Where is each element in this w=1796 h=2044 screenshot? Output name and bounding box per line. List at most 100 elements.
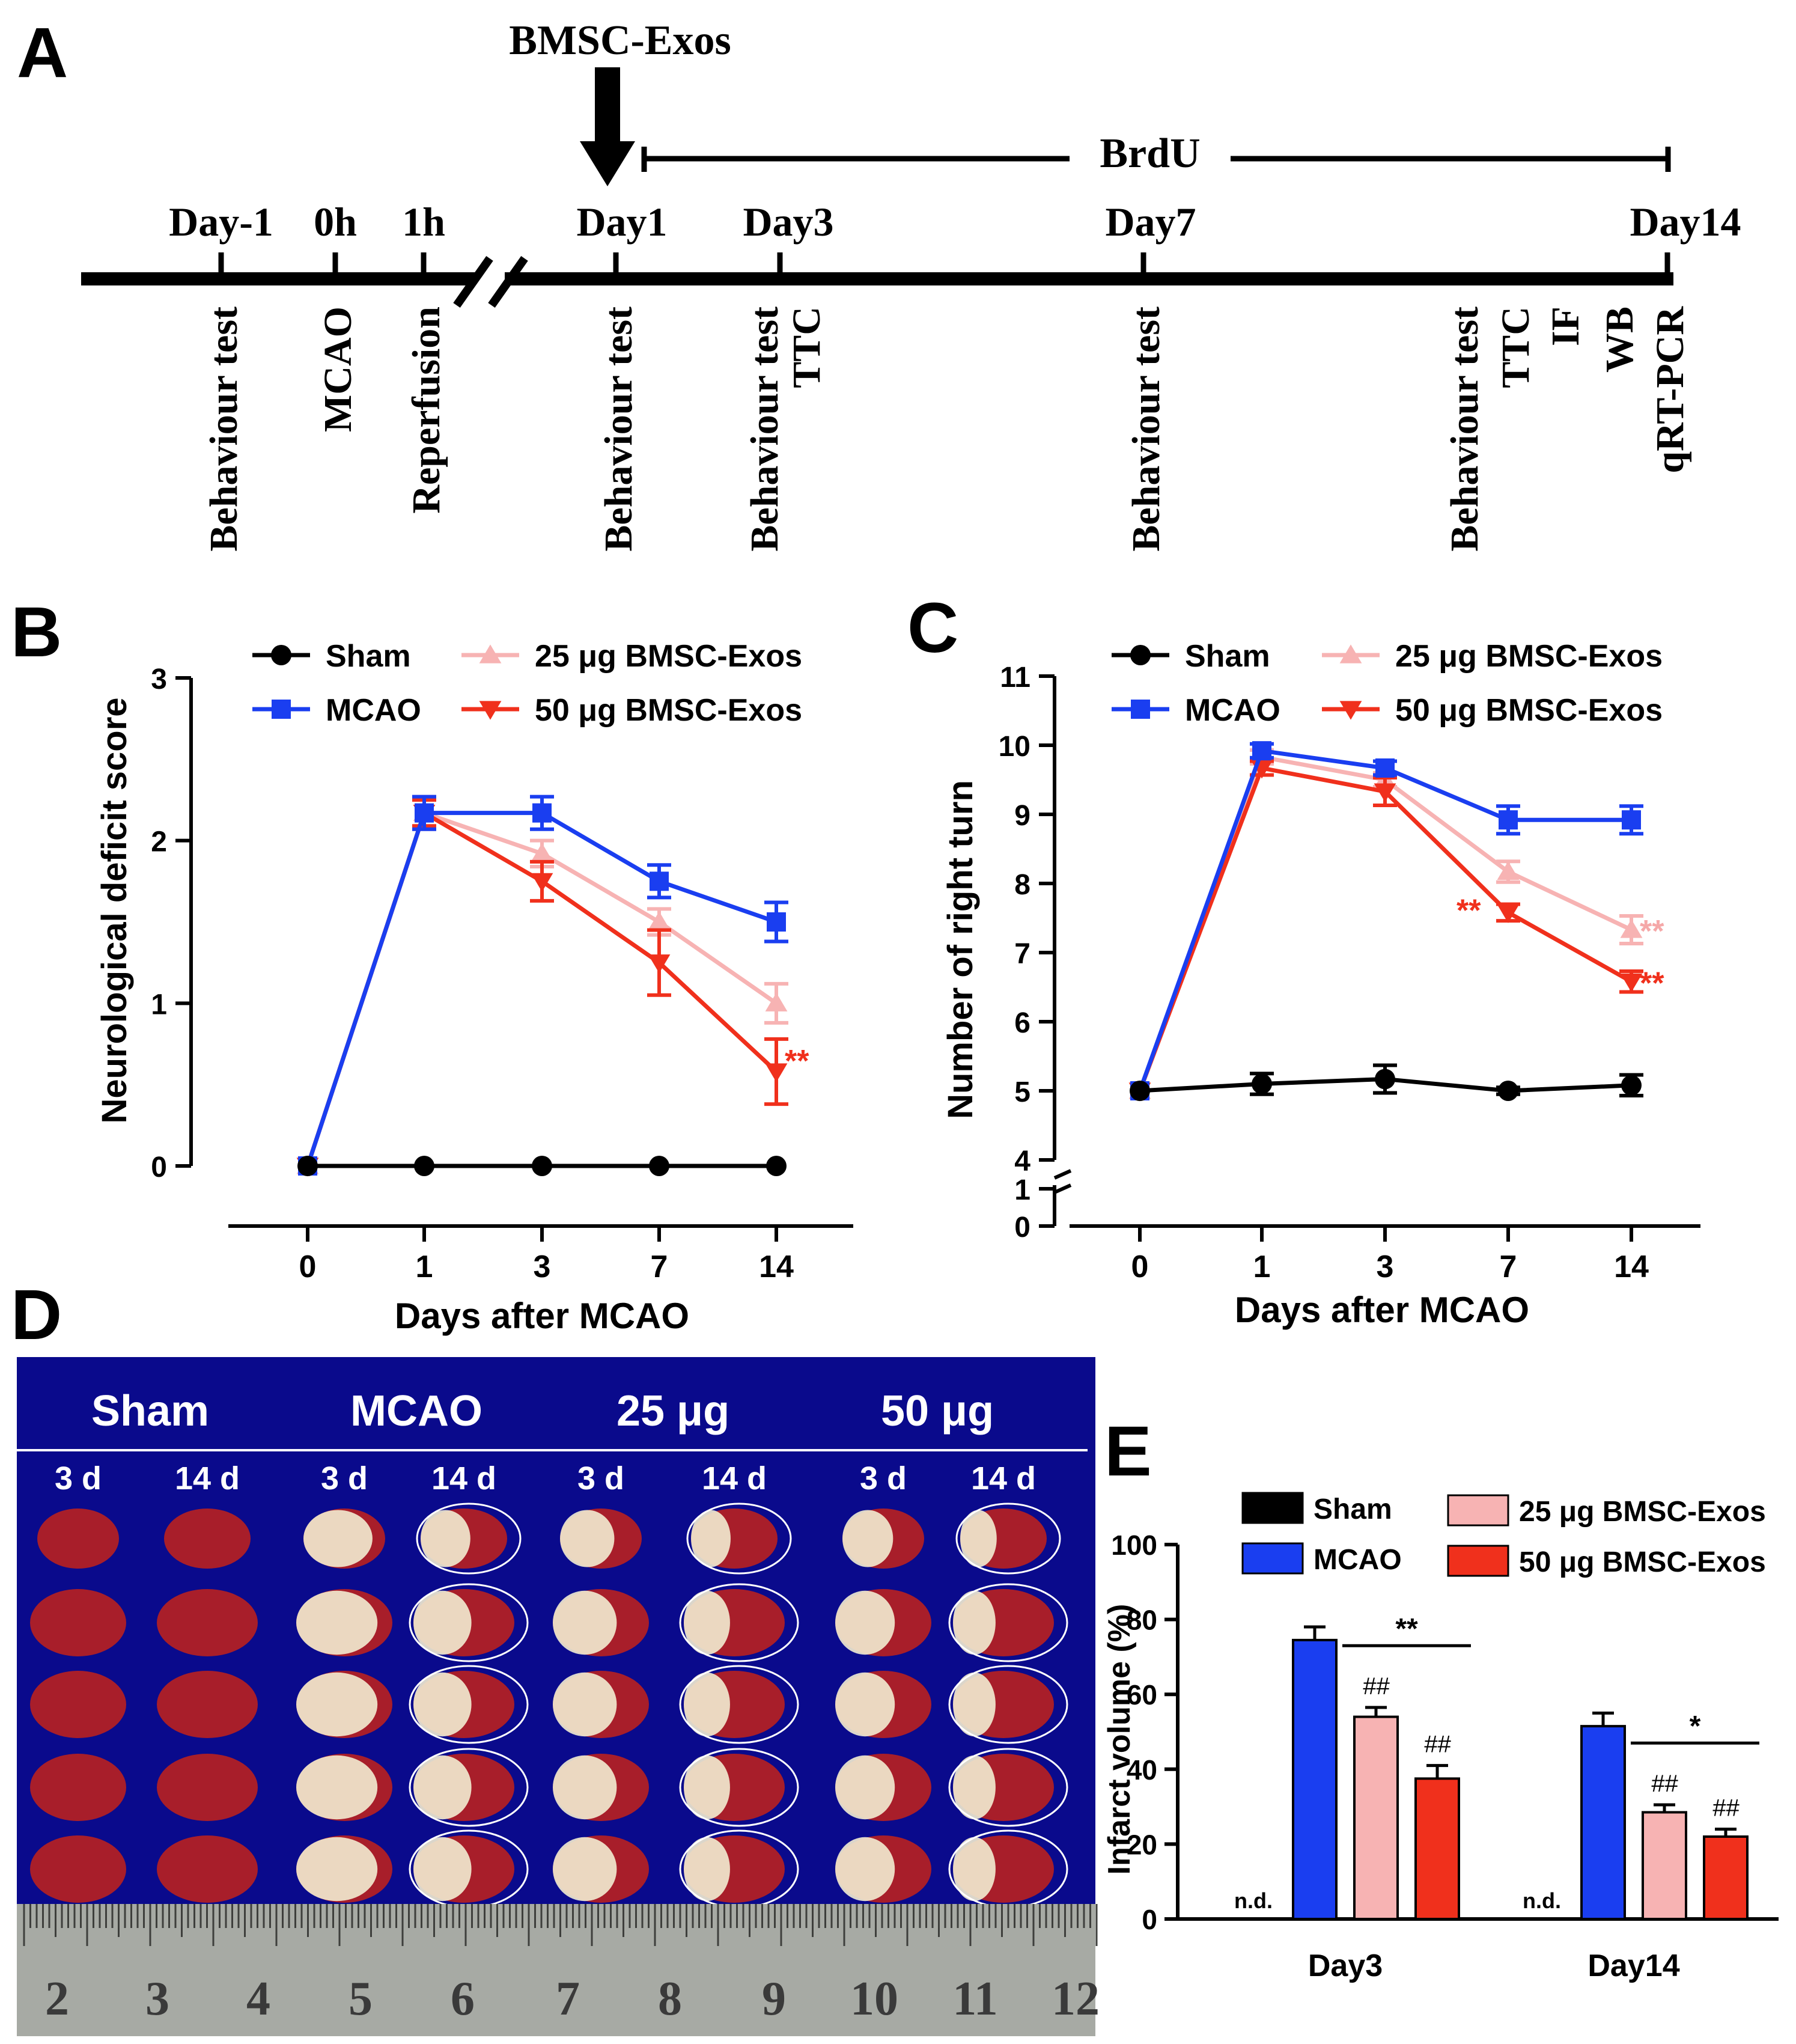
- panel-label-d: D: [11, 1275, 62, 1355]
- infarct-region: [296, 1755, 378, 1820]
- infarct-region: [684, 1837, 730, 1902]
- brain-slice: [553, 1671, 649, 1738]
- infarct-region: [953, 1755, 996, 1820]
- x-tick-label: Day3: [1308, 1948, 1383, 1983]
- x-tick-label: 0: [299, 1249, 317, 1284]
- legend-swatch: [1447, 1545, 1509, 1577]
- brain-slice: [835, 1671, 931, 1738]
- x-tick-label: 3: [1377, 1249, 1394, 1284]
- brain-slice: [30, 1589, 126, 1656]
- brain-slice-tissue: [30, 1671, 126, 1738]
- x-tick-label: 0: [1131, 1249, 1149, 1284]
- data-point: [532, 803, 552, 823]
- infarct-region: [553, 1590, 617, 1655]
- hemisphere-outline: [686, 1502, 792, 1575]
- brain-slice: [416, 1502, 522, 1575]
- data-point: [1252, 1073, 1272, 1094]
- brain-slice-tissue: [157, 1589, 258, 1656]
- data-point: [531, 843, 553, 862]
- data-point: [1375, 1069, 1395, 1090]
- infarct-region: [413, 1755, 472, 1820]
- bar: [1703, 1835, 1749, 1920]
- x-tick-label: 7: [651, 1249, 668, 1284]
- timepoint-label: 3 d: [55, 1460, 102, 1496]
- legend-swatch: [1241, 1492, 1304, 1524]
- y-axis-label: Neurological deficit score: [95, 697, 134, 1123]
- hemisphere-outline: [409, 1665, 529, 1744]
- significance-label: **: [1395, 1613, 1418, 1645]
- brain-slice-tissue: [157, 1835, 258, 1903]
- data-point: [415, 803, 434, 823]
- hash-mark: ##: [1712, 1795, 1740, 1821]
- timepoint-label: 3 d: [860, 1460, 907, 1496]
- panel-e-chart: E Sham MCAO 25 μg BMSC-Exos 50 μg BMSC-Exos…: [1102, 1412, 1779, 1983]
- brain-slice: [835, 1835, 931, 1903]
- hemisphere-outline: [679, 1665, 799, 1744]
- ruler-label: 8: [658, 1972, 682, 2025]
- not-detected-label: n.d.: [1523, 1888, 1561, 1913]
- axis-break-mark: [1053, 1183, 1072, 1194]
- panel-d-photo: D Sham MCAO 25 μg 50 μg 3 d 14 d 3 d 14 d 3 d 14 …: [11, 1275, 1100, 2036]
- group-label: 50 μg: [881, 1387, 994, 1435]
- group-label: MCAO: [350, 1387, 482, 1435]
- ruler-label: 6: [451, 1972, 475, 2025]
- legend-label: Sham: [326, 639, 411, 674]
- y-tick-label: 2: [151, 826, 167, 858]
- brain-slice: [30, 1754, 126, 1821]
- infarct-region: [421, 1510, 470, 1567]
- data-point: [531, 873, 553, 892]
- brain-slice: [157, 1589, 258, 1656]
- brain-slice: [303, 1509, 385, 1569]
- brain-slice: [679, 1583, 799, 1662]
- brain-slice: [686, 1502, 792, 1575]
- brain-slice-tissue: [164, 1509, 251, 1569]
- y-tick-label: 10: [999, 731, 1030, 763]
- data-point: [650, 871, 669, 891]
- brain-slice: [679, 1829, 799, 1909]
- hemisphere-outline: [948, 1583, 1068, 1662]
- y-tick-label: 100: [1111, 1530, 1157, 1561]
- bar: [1580, 1725, 1626, 1921]
- timepoint-label: 1h: [402, 199, 445, 245]
- group-label: Sham: [91, 1387, 209, 1435]
- y-tick-label: 20: [1127, 1829, 1157, 1860]
- infarct-region: [296, 1837, 378, 1902]
- data-point: [1497, 904, 1520, 923]
- brain-slice: [842, 1509, 924, 1569]
- data-point: [1375, 758, 1395, 778]
- brdu-label: BrdU: [1100, 130, 1200, 177]
- timeline-event-label: Behaviour test: [202, 307, 246, 552]
- significance-label: *: [1690, 1710, 1701, 1742]
- data-point: [766, 1156, 787, 1176]
- x-tick-label: 14: [1614, 1249, 1649, 1284]
- brain-slice: [553, 1589, 649, 1656]
- injection-arrow-icon: [580, 67, 635, 186]
- data-point: [1620, 973, 1643, 992]
- data-point: [648, 954, 671, 974]
- panel-label-e: E: [1104, 1412, 1152, 1491]
- data-point: [1374, 783, 1396, 802]
- legend-marker-icon: [1130, 645, 1151, 665]
- y-tick-label: 1: [151, 989, 167, 1020]
- timepoint-label: 14 d: [431, 1460, 496, 1496]
- timeline-event-label: TTC: [1494, 307, 1538, 388]
- x-axis-label: Days after MCAO: [395, 1296, 689, 1336]
- y-tick-label: 6: [1014, 1007, 1030, 1039]
- data-point: [648, 911, 671, 930]
- brain-slice: [835, 1754, 931, 1821]
- legend-label: 50 μg BMSC-Exos: [1519, 1546, 1766, 1578]
- hemisphere-outline: [948, 1748, 1068, 1827]
- brain-slice: [409, 1748, 529, 1827]
- legend-swatch: [1241, 1542, 1304, 1575]
- infarct-region: [835, 1755, 895, 1820]
- panel-b-chart: B Sham MCAO 25 μg BMSC-Exos 50 μg BMSC-Exos…: [11, 593, 853, 1336]
- y-axis-label: Infarct volume (%): [1102, 1604, 1137, 1875]
- brain-slice: [948, 1583, 1068, 1662]
- timepoint-label: 3 d: [321, 1460, 368, 1496]
- ruler-label: 3: [145, 1972, 169, 2025]
- brain-slice: [560, 1509, 642, 1569]
- ruler-label: 7: [556, 1972, 580, 2025]
- panel-label-b: B: [11, 593, 62, 672]
- infarct-region: [296, 1590, 378, 1655]
- y-tick-label: 0: [1142, 1904, 1157, 1935]
